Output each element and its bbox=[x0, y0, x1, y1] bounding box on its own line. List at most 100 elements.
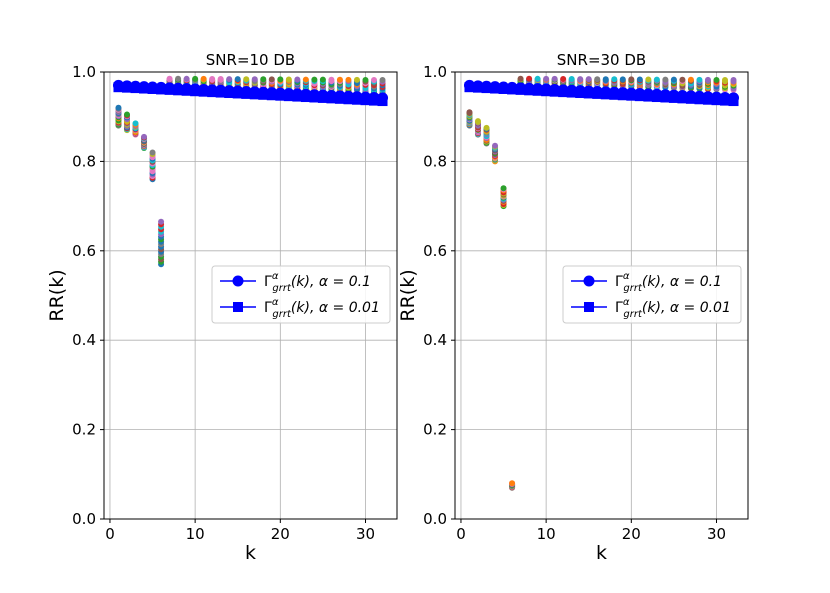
trial-point bbox=[645, 76, 652, 83]
x-tick-label: 0 bbox=[456, 525, 466, 543]
trial-point bbox=[243, 76, 250, 83]
series-square-point bbox=[524, 85, 535, 96]
series-square-point bbox=[317, 92, 328, 103]
trial-point bbox=[517, 75, 524, 82]
series-square-point bbox=[164, 84, 175, 95]
series-square-point bbox=[249, 89, 260, 100]
series-square-point bbox=[309, 92, 320, 103]
trial-point bbox=[115, 104, 122, 111]
x-axis-label: k bbox=[596, 542, 607, 564]
legend-subscript: grrt bbox=[272, 309, 292, 320]
legend-superscript: α bbox=[272, 271, 279, 282]
legend-gamma: Γ bbox=[264, 274, 272, 290]
legend-subscript: grrt bbox=[272, 283, 292, 294]
trial-point bbox=[585, 76, 592, 83]
legend-circle-marker bbox=[583, 275, 595, 287]
series-square-point bbox=[685, 93, 696, 104]
series-square-point bbox=[190, 86, 201, 97]
y-tick-label: 0.6 bbox=[423, 242, 447, 260]
legend-subscript: grrt bbox=[623, 309, 643, 320]
trial-point bbox=[628, 76, 635, 83]
series-square-point bbox=[377, 96, 388, 107]
series-square-point bbox=[711, 95, 722, 106]
trial-point bbox=[568, 76, 575, 83]
legend-box bbox=[211, 265, 391, 324]
series-square-point bbox=[702, 94, 713, 105]
trial-point bbox=[509, 480, 516, 487]
trial-point bbox=[619, 76, 626, 83]
trial-point bbox=[466, 109, 473, 116]
trial-point bbox=[141, 133, 148, 140]
series-square-point bbox=[215, 87, 226, 98]
trial-point bbox=[285, 76, 292, 83]
trial-point bbox=[526, 75, 533, 82]
trial-point bbox=[268, 76, 275, 83]
legend-gamma: Γ bbox=[615, 274, 623, 290]
series-square-point bbox=[139, 83, 150, 94]
series-square-point bbox=[566, 87, 577, 98]
trial-point bbox=[209, 75, 216, 82]
legend-gamma: Γ bbox=[264, 300, 272, 316]
series-square-point bbox=[464, 82, 475, 93]
legend-label: Γα grrt(k), α = 0.01 bbox=[264, 297, 380, 320]
series-square-point bbox=[300, 92, 311, 103]
chart-title: SNR=30 DB bbox=[557, 51, 646, 69]
series-square-point bbox=[258, 89, 269, 100]
y-axis-label: RR(k) bbox=[46, 269, 68, 321]
series-square-point bbox=[207, 87, 218, 98]
series-square-point bbox=[147, 83, 158, 94]
series-square-point bbox=[694, 94, 705, 105]
trial-point bbox=[277, 76, 284, 83]
series-square-point bbox=[360, 95, 371, 106]
trial-point bbox=[371, 76, 378, 83]
series-square-point bbox=[626, 90, 637, 101]
legend-tail: (k), α = 0.01 bbox=[642, 300, 731, 316]
legend-tail: (k), α = 0.1 bbox=[291, 274, 371, 290]
legend-gamma: Γ bbox=[615, 300, 623, 316]
series-square-point bbox=[266, 90, 277, 101]
series-square-point bbox=[490, 83, 501, 94]
trial-point bbox=[328, 76, 335, 83]
x-tick-label: 30 bbox=[356, 525, 375, 543]
trial-point bbox=[166, 75, 173, 82]
trial-point bbox=[713, 76, 720, 83]
series-square-point bbox=[643, 91, 654, 102]
x-tick-label: 10 bbox=[186, 525, 205, 543]
series-square-point bbox=[343, 94, 354, 105]
legend-box bbox=[562, 265, 742, 324]
series-square-point bbox=[558, 87, 569, 98]
series-square-point bbox=[130, 83, 141, 94]
y-tick-label: 0.2 bbox=[423, 421, 447, 439]
subplot-snr-30: 0 10 20 30 0.0 0.2 0.4 0.6 0.8 1.0 SNR=30 DB k RR(k)… bbox=[397, 51, 749, 564]
series-square-point bbox=[575, 88, 586, 99]
trial-point bbox=[123, 111, 130, 118]
legend-tail: (k), α = 0.01 bbox=[291, 300, 380, 316]
legend-label: Γα grrt(k), α = 0.01 bbox=[615, 297, 731, 320]
legend-superscript: α bbox=[272, 297, 279, 308]
series-square-point bbox=[334, 93, 345, 104]
trial-point bbox=[474, 118, 481, 125]
series-square-point bbox=[113, 82, 124, 93]
y-tick-label: 0.6 bbox=[72, 242, 96, 260]
series-square-point bbox=[634, 91, 645, 102]
series-square-point bbox=[609, 89, 620, 100]
trial-point bbox=[353, 76, 360, 83]
y-axis-label: RR(k) bbox=[397, 269, 419, 321]
series-square-point bbox=[668, 92, 679, 103]
legend-tail: (k), α = 0.1 bbox=[642, 274, 722, 290]
trial-point bbox=[551, 75, 558, 82]
legend-square-marker bbox=[584, 302, 594, 312]
series-square-point bbox=[549, 86, 560, 97]
trial-point bbox=[543, 75, 550, 82]
trial-point bbox=[260, 76, 267, 83]
trial-point bbox=[611, 76, 618, 83]
x-tick-label: 20 bbox=[271, 525, 290, 543]
y-tick-label: 0.0 bbox=[423, 510, 447, 528]
series-square-point bbox=[515, 84, 526, 95]
series-square-point bbox=[660, 92, 671, 103]
trial-point bbox=[560, 75, 567, 82]
y-tick-label: 0.8 bbox=[72, 152, 96, 170]
series-square-point bbox=[275, 90, 286, 101]
series-square-point bbox=[498, 83, 509, 94]
